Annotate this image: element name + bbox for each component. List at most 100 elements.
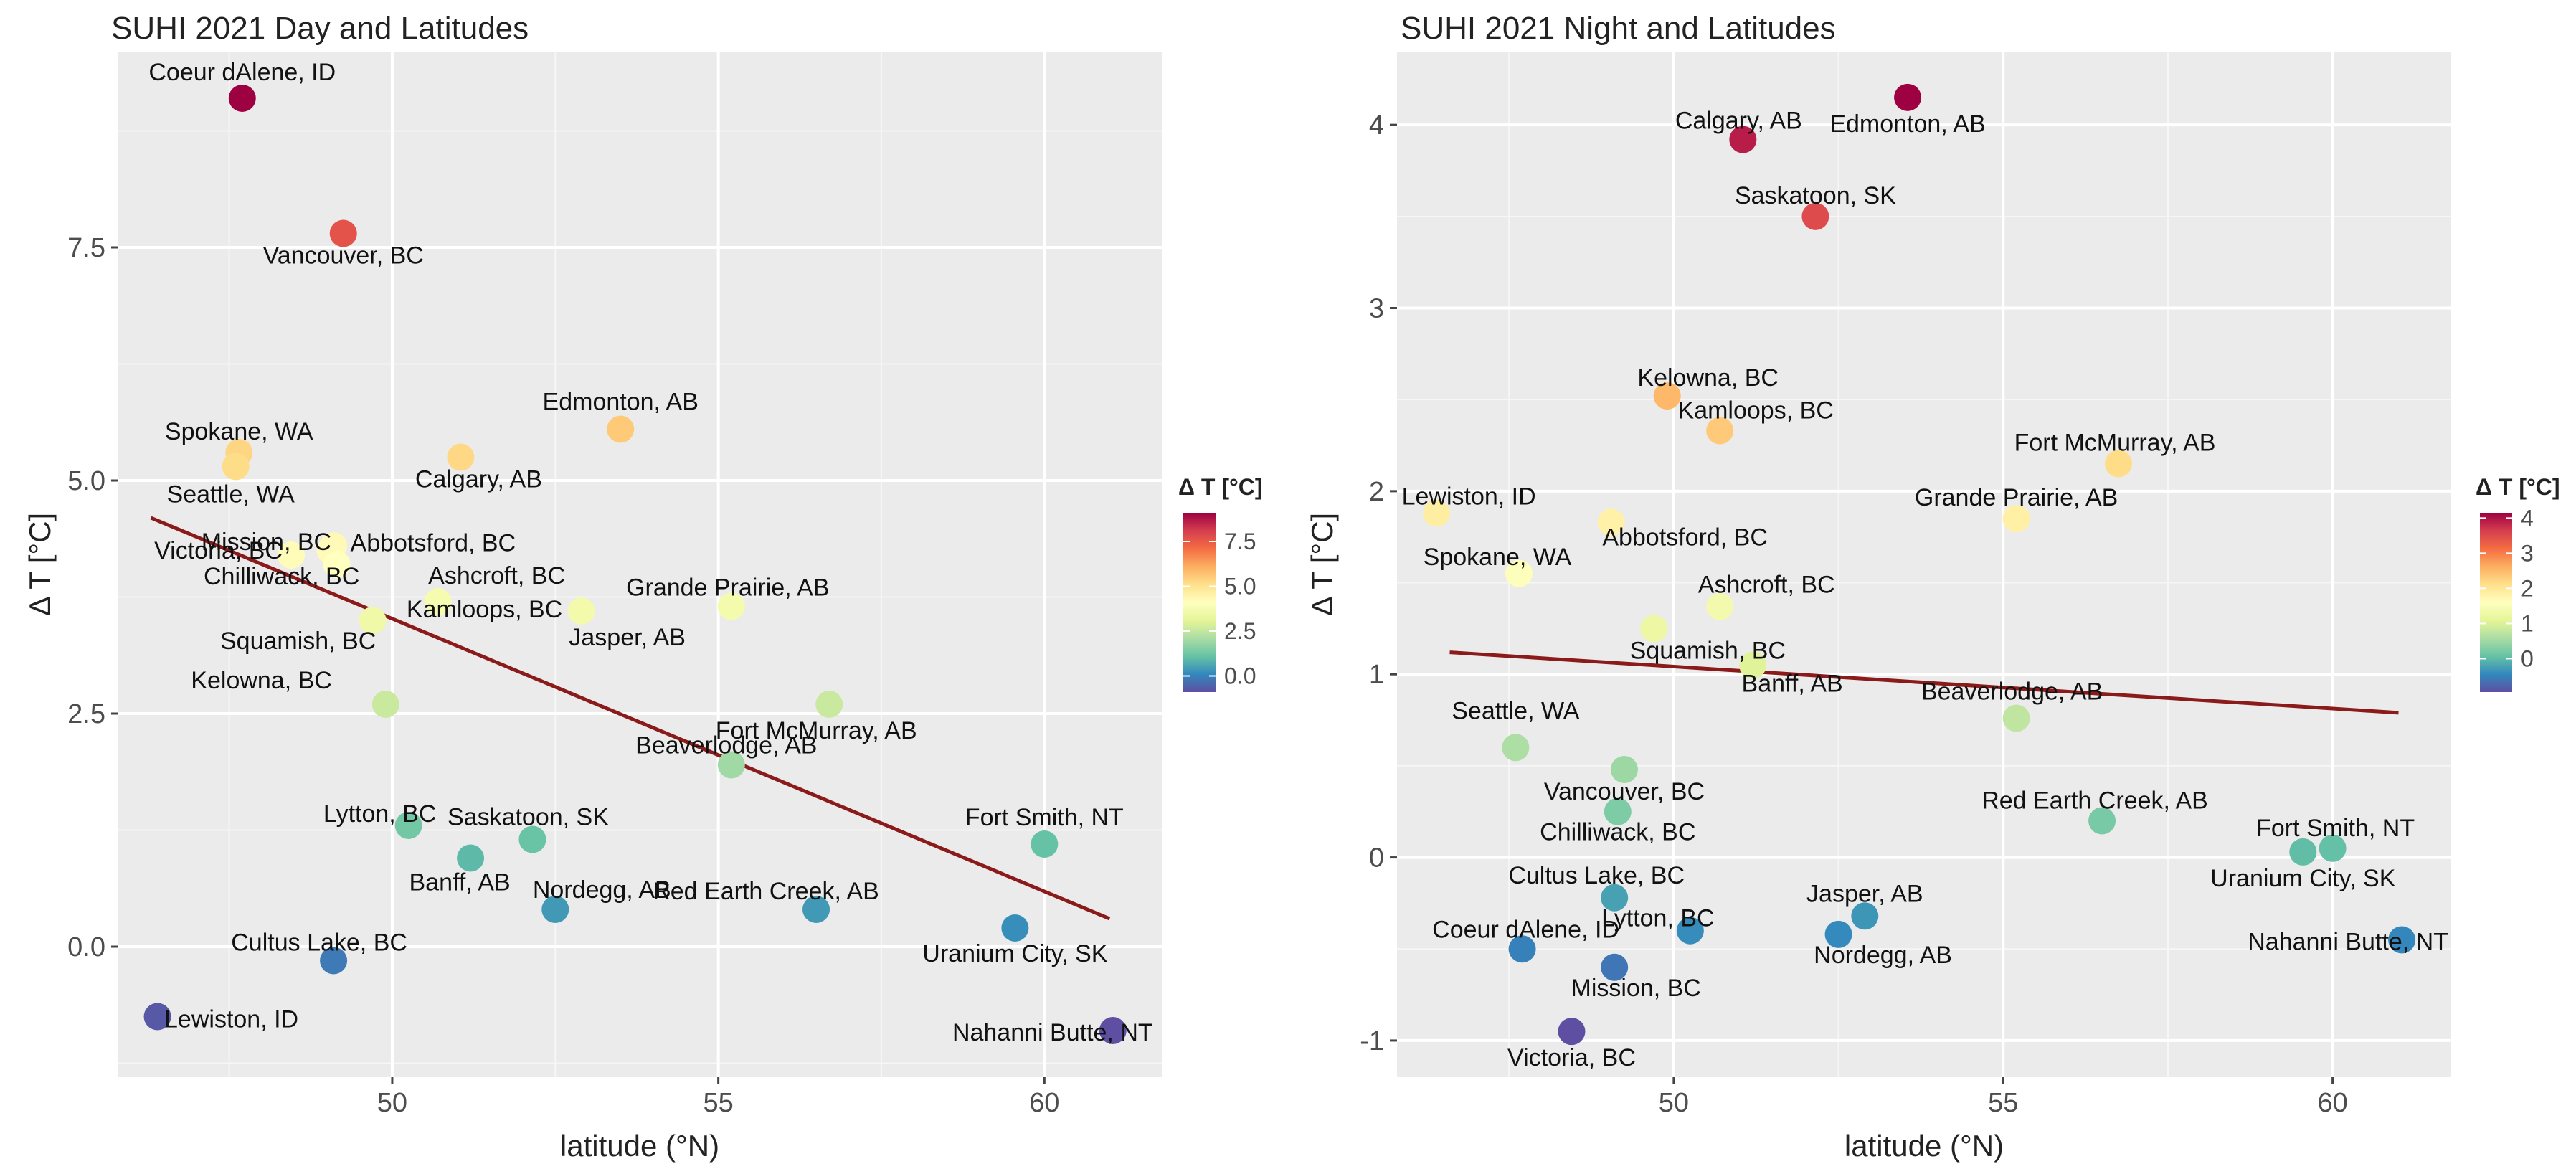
legend-tick-label: 3 bbox=[2521, 540, 2534, 566]
point-fort-smith-nt bbox=[2319, 834, 2347, 862]
point-label-nahanni-butte-nt: Nahanni Butte, NT bbox=[952, 1019, 1153, 1046]
day-y-axis-title: Δ T [°C] bbox=[23, 513, 57, 616]
legend-tick-label: 5.0 bbox=[1224, 574, 1256, 600]
point-label-victoria-bc: Victoria, BC bbox=[154, 537, 283, 564]
point-label-jasper-ab: Jasper, AB bbox=[1806, 880, 1923, 907]
point-chilliwack-bc bbox=[1604, 797, 1632, 825]
legend-tick-label: 1 bbox=[2521, 610, 2534, 636]
point-label-calgary-ab: Calgary, AB bbox=[415, 466, 542, 493]
point-fort-smith-nt bbox=[1031, 830, 1059, 858]
point-label-grande-prairie-ab: Grande Prairie, AB bbox=[1915, 484, 2118, 511]
night-x-axis: 50 55 60 bbox=[1659, 1077, 2348, 1118]
point-label-kamloops-bc: Kamloops, BC bbox=[1678, 397, 1834, 425]
night-points bbox=[1423, 83, 2416, 1046]
point-coeur-dalene-id bbox=[1508, 935, 1536, 963]
x-tick-label: 60 bbox=[1029, 1088, 1059, 1118]
point-nordegg-ab bbox=[1824, 920, 1852, 948]
y-tick-label: 3 bbox=[1369, 294, 1384, 324]
y-tick-label: 5.0 bbox=[67, 466, 105, 496]
point-ashcroft-bc bbox=[1706, 592, 1734, 620]
point-squamish-bc bbox=[359, 607, 387, 634]
day-legend: Δ T [°C] 0.0 2.5 5.0 7.5 bbox=[1178, 474, 1263, 692]
day-legend-ticks: 0.0 2.5 5.0 7.5 bbox=[1183, 529, 1256, 689]
point-label-mission-bc: Mission, BC bbox=[202, 529, 331, 556]
point-lytton-bc bbox=[394, 812, 422, 839]
day-legend-colorbar bbox=[1183, 513, 1216, 692]
point-kamloops-bc bbox=[424, 588, 452, 615]
point-label-ashcroft-bc: Ashcroft, BC bbox=[1698, 572, 1835, 599]
point-saskatoon-sk bbox=[1801, 202, 1829, 230]
point-red-earth-creek-ab bbox=[802, 896, 830, 923]
night-legend: Δ T [°C] 0 1 2 3 4 bbox=[2476, 474, 2560, 692]
point-label-cultus-lake-bc: Cultus Lake, BC bbox=[1508, 862, 1685, 889]
night-legend-colorbar bbox=[2480, 513, 2512, 692]
trend-line bbox=[150, 516, 1111, 921]
point-mission-bc bbox=[1601, 953, 1629, 981]
point-label-saskatoon-sk: Saskatoon, SK bbox=[448, 804, 609, 831]
point-label-spokane-wa: Spokane, WA bbox=[165, 418, 313, 445]
point-vancouver-bc bbox=[1610, 756, 1638, 783]
point-uranium-city-sk bbox=[2289, 838, 2317, 866]
night-y-axis: -1 0 1 2 3 4 bbox=[1360, 110, 1397, 1056]
day-y-axis: 0.0 2.5 5.0 7.5 bbox=[67, 233, 118, 962]
point-label-lytton-bc: Lytton, BC bbox=[323, 800, 436, 828]
point-label-seattle-wa: Seattle, WA bbox=[1452, 697, 1580, 724]
point-edmonton-ab bbox=[607, 415, 635, 443]
legend-tick-label: 2.5 bbox=[1224, 618, 1256, 644]
point-label-chilliwack-bc: Chilliwack, BC bbox=[204, 563, 359, 590]
point-beaverlodge-ab bbox=[2002, 704, 2030, 732]
point-label-banff-ab: Banff, AB bbox=[1742, 670, 1843, 697]
point-label-vancouver-bc: Vancouver, BC bbox=[263, 242, 424, 270]
point-grande-prairie-ab bbox=[717, 592, 745, 620]
point-uranium-city-sk bbox=[1001, 914, 1029, 942]
night-plot-background bbox=[1397, 52, 2451, 1077]
point-label-uranium-city-sk: Uranium City, SK bbox=[922, 940, 1108, 967]
point-kelowna-bc bbox=[371, 691, 399, 718]
point-kelowna-bc bbox=[1653, 382, 1681, 410]
point-label-lewiston-id: Lewiston, ID bbox=[1402, 483, 1536, 511]
night-point-labels: Edmonton, AB Calgary, AB Saskatoon, SK Kelo… bbox=[1402, 108, 2448, 1072]
point-nahanni-butte-nt bbox=[2388, 926, 2416, 954]
point-seattle-wa bbox=[1502, 734, 1530, 762]
night-trend bbox=[1449, 650, 2399, 715]
day-chart-title: SUHI 2021 Day and Latitudes bbox=[111, 11, 529, 46]
point-label-nahanni-butte-nt: Nahanni Butte, NT bbox=[2248, 928, 2448, 955]
legend-tick-label: 7.5 bbox=[1224, 529, 1256, 554]
point-jasper-ab bbox=[1851, 902, 1879, 930]
point-label-beaverlodge-ab: Beaverlodge, AB bbox=[1921, 678, 2103, 706]
point-label-red-earth-creek-ab: Red Earth Creek, AB bbox=[1981, 787, 2208, 815]
point-label-victoria-bc: Victoria, BC bbox=[1507, 1044, 1636, 1071]
point-label-seattle-wa: Seattle, WA bbox=[167, 481, 295, 508]
y-tick-label: -1 bbox=[1360, 1026, 1384, 1056]
point-grande-prairie-ab bbox=[2002, 505, 2030, 533]
point-fort-mcmurray-ab bbox=[815, 691, 843, 718]
point-label-jasper-ab: Jasper, AB bbox=[569, 624, 686, 651]
point-label-edmonton-ab: Edmonton, AB bbox=[1829, 110, 1985, 138]
point-banff-ab bbox=[1739, 651, 1767, 679]
point-label-abbotsford-bc: Abbotsford, BC bbox=[1602, 524, 1768, 551]
point-label-fort-smith-nt: Fort Smith, NT bbox=[965, 804, 1124, 831]
legend-tick-label: 4 bbox=[2521, 505, 2534, 531]
point-label-uranium-city-sk: Uranium City, SK bbox=[2210, 865, 2396, 892]
point-label-abbotsford-bc: Abbotsford, BC bbox=[351, 530, 516, 557]
day-gridlines bbox=[118, 52, 1162, 1077]
point-label-fort-smith-nt: Fort Smith, NT bbox=[2256, 815, 2415, 842]
point-beaverlodge-ab bbox=[717, 751, 745, 779]
day-legend-title: Δ T [°C] bbox=[1178, 474, 1263, 500]
night-legend-ticks: 0 1 2 3 4 bbox=[2480, 505, 2534, 671]
point-label-banff-ab: Banff, AB bbox=[409, 869, 510, 896]
y-tick-label: 2 bbox=[1369, 477, 1384, 507]
y-tick-label: 0.0 bbox=[67, 932, 105, 962]
legend-tick-label: 0.0 bbox=[1224, 663, 1256, 689]
y-tick-label: 4 bbox=[1369, 110, 1384, 141]
point-label-squamish-bc: Squamish, BC bbox=[220, 628, 376, 655]
point-label-spokane-wa: Spokane, WA bbox=[1424, 544, 1572, 571]
x-tick-label: 50 bbox=[1659, 1088, 1689, 1118]
night-chart-title: SUHI 2021 Night and Latitudes bbox=[1401, 11, 1836, 46]
night-y-axis-title: Δ T [°C] bbox=[1305, 513, 1339, 616]
point-label-vancouver-bc: Vancouver, BC bbox=[1544, 778, 1705, 805]
point-chilliwack-bc bbox=[323, 551, 351, 578]
point-victoria-bc bbox=[1558, 1018, 1586, 1046]
point-squamish-bc bbox=[1640, 615, 1668, 643]
